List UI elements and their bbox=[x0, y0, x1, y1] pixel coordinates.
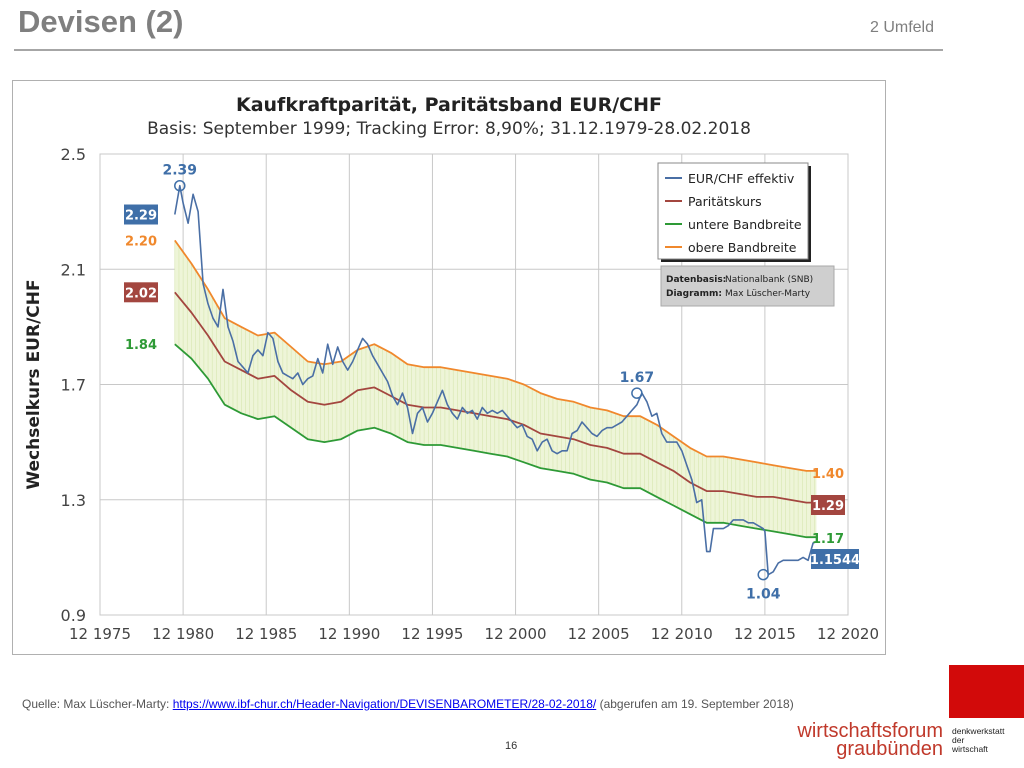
info-value-datenbasis: Nationalbank (SNB) bbox=[725, 275, 813, 285]
y-tick-label: 2.5 bbox=[61, 145, 86, 164]
start-label-box bbox=[124, 204, 158, 225]
y-tick-label: 0.9 bbox=[61, 606, 86, 625]
start-label: 2.20 bbox=[125, 234, 157, 249]
y-tick-label: 2.1 bbox=[61, 260, 86, 279]
start-label-box bbox=[124, 282, 158, 303]
legend-label: obere Bandbreite bbox=[688, 240, 797, 255]
info-label-datenbasis: Datenbasis: bbox=[666, 275, 726, 285]
end-label-box bbox=[811, 549, 859, 569]
x-tick-label: 12 2010 bbox=[651, 625, 713, 643]
x-tick-label: 12 1985 bbox=[235, 625, 297, 643]
chart-title: Kaufkraftparität, Paritätsband EUR/CHF bbox=[236, 94, 662, 116]
logo-tag-2: der bbox=[952, 735, 965, 745]
chart-subtitle: Basis: September 1999; Tracking Error: 8… bbox=[147, 119, 751, 139]
logo-tagline: denkwerkstatt der wirtschaft bbox=[952, 727, 1004, 754]
annotation-marker bbox=[757, 568, 769, 581]
annotation-marker bbox=[631, 387, 643, 399]
series-line-obere-bandbreite bbox=[174, 239, 817, 472]
logo-wordmark: wirtschaftsforum graubünden bbox=[797, 720, 943, 760]
x-tick-label: 12 1995 bbox=[401, 625, 463, 643]
start-label: 1.84 bbox=[125, 338, 157, 353]
x-tick-label: 12 1980 bbox=[152, 625, 214, 643]
source-citation: Quelle: Max Lüscher-Marty: https://www.i… bbox=[22, 697, 794, 711]
series-line-paritaetskurs bbox=[174, 291, 817, 504]
series-line-eur-chf-effektiv bbox=[174, 184, 817, 576]
annotation-marker bbox=[174, 179, 186, 192]
source-prefix: Quelle: Max Lüscher-Marty: bbox=[22, 697, 173, 711]
end-label: 1.40 bbox=[812, 467, 844, 482]
end-label: 1.1544 bbox=[810, 553, 860, 568]
x-tick-label: 12 2000 bbox=[485, 625, 547, 643]
start-label: 2.29 bbox=[125, 209, 157, 224]
parity-band-fill bbox=[174, 240, 817, 538]
logo-tag-1: denkwerkstatt bbox=[952, 726, 1005, 736]
end-label: 1.17 bbox=[812, 532, 844, 547]
annotation-label: 1.04 bbox=[746, 587, 781, 603]
end-label-box bbox=[811, 495, 845, 515]
legend-label: Paritätskurs bbox=[688, 194, 762, 209]
chart: Kaufkraftparität, Paritätsband EUR/CHF Ba… bbox=[24, 94, 879, 643]
title-divider bbox=[14, 49, 943, 51]
start-label: 2.02 bbox=[125, 286, 157, 301]
annotation-label: 1.67 bbox=[620, 370, 655, 386]
plot-border bbox=[99, 153, 849, 616]
series-line-untere-bandbreite bbox=[174, 343, 817, 539]
x-tick-label: 12 2015 bbox=[734, 625, 796, 643]
y-axis-label: Wechselkurs EUR/CHF bbox=[24, 279, 44, 489]
section-label: 2 Umfeld bbox=[869, 19, 934, 36]
slide-title: Devisen (2) bbox=[18, 4, 184, 39]
x-tick-label: 12 1975 bbox=[69, 625, 131, 643]
chart-frame: Kaufkraftparität, Paritätsband EUR/CHF Ba… bbox=[12, 80, 886, 655]
y-tick-label: 1.7 bbox=[61, 376, 86, 395]
source-suffix: (abgerufen am 19. September 2018) bbox=[596, 697, 794, 711]
info-label-diagramm: Diagramm: bbox=[666, 289, 722, 299]
brand-red-block bbox=[949, 665, 1024, 718]
x-tick-label: 12 2020 bbox=[817, 625, 879, 643]
info-value-diagramm: Max Lüscher-Marty bbox=[725, 289, 811, 299]
x-tick-label: 12 2005 bbox=[568, 625, 630, 643]
info-box bbox=[660, 265, 835, 307]
logo-tag-3: wirtschaft bbox=[952, 744, 988, 754]
logo-line-1: wirtschaftsforum bbox=[797, 720, 943, 742]
legend-box bbox=[657, 162, 809, 260]
legend-label: EUR/CHF effektiv bbox=[688, 171, 795, 186]
page-number: 16 bbox=[505, 740, 518, 752]
legend-label: untere Bandbreite bbox=[688, 217, 802, 232]
source-link[interactable]: https://www.ibf-chur.ch/Header-Navigatio… bbox=[172, 697, 597, 711]
logo-line-2: graubünden bbox=[836, 738, 943, 760]
end-label: 1.29 bbox=[812, 499, 844, 514]
y-tick-label: 1.3 bbox=[61, 491, 86, 510]
annotation-label: 2.39 bbox=[163, 163, 198, 179]
x-tick-label: 12 1990 bbox=[318, 625, 380, 643]
